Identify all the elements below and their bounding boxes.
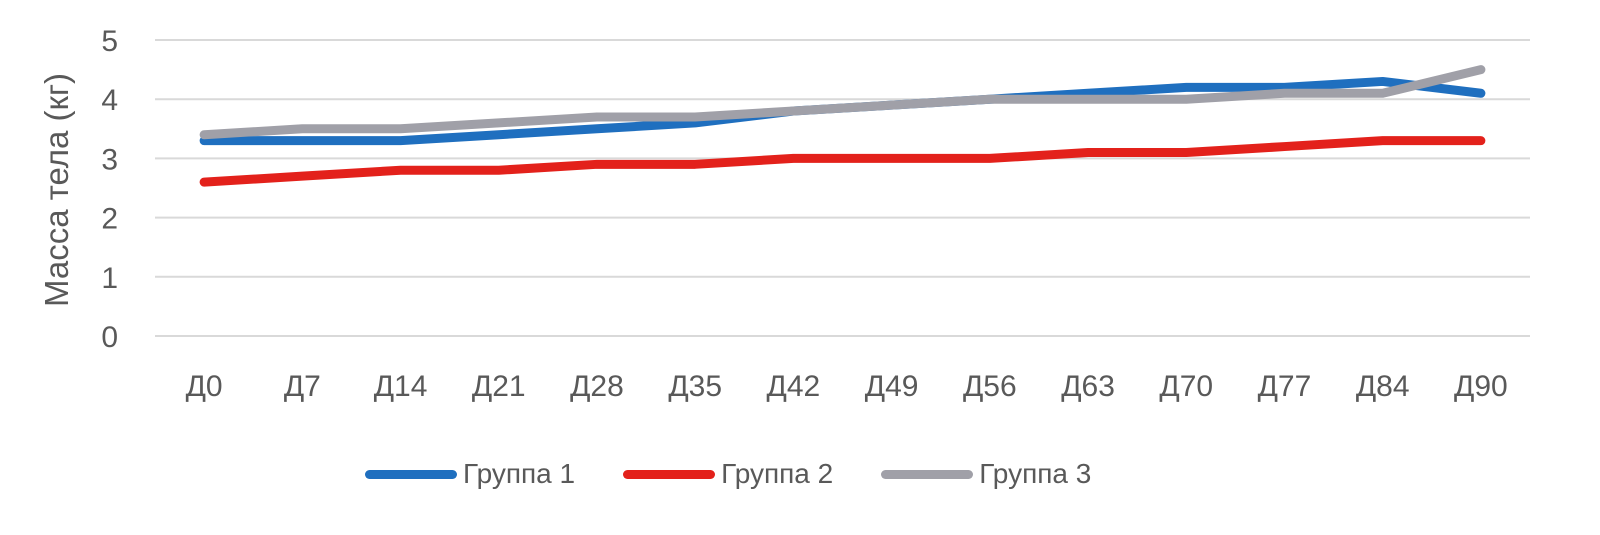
y-tick-label: 4 xyxy=(101,84,118,117)
x-tick-label: Д21 xyxy=(472,370,526,403)
gridlines xyxy=(155,39,1530,337)
y-axis-title: Масса тела (кг) xyxy=(38,73,75,307)
legend-item-group-2: Группа 2 xyxy=(623,458,833,490)
x-axis-ticks: Д0 Д7 Д14 Д21 Д28 Д35 Д42 Д49 Д56 Д63 Д70 Д77 Д84 Д90 xyxy=(186,370,1508,403)
x-tick-label: Д7 xyxy=(284,370,321,403)
series-line-group-2 xyxy=(199,136,1486,187)
x-tick-label: Д90 xyxy=(1454,370,1508,403)
legend-line-icon xyxy=(365,469,457,479)
legend: Группа 1 Группа 2 Группа 3 xyxy=(365,458,1091,490)
series-line-group-3 xyxy=(199,65,1486,140)
legend-line-icon xyxy=(623,469,716,479)
x-tick-label: Д49 xyxy=(865,370,919,403)
y-axis-ticks: 0 1 2 3 4 5 xyxy=(101,25,118,354)
y-tick-label: 1 xyxy=(101,262,118,295)
x-tick-label: Д63 xyxy=(1061,370,1115,403)
x-tick-label: Д42 xyxy=(767,370,821,403)
x-tick-label: Д70 xyxy=(1159,370,1213,403)
x-tick-label: Д28 xyxy=(570,370,624,403)
legend-line-icon xyxy=(881,469,974,479)
x-tick-label: Д56 xyxy=(963,370,1017,403)
x-tick-label: Д77 xyxy=(1258,370,1312,403)
x-tick-label: Д35 xyxy=(668,370,722,403)
x-tick-label: Д84 xyxy=(1356,370,1410,403)
y-tick-label: 5 xyxy=(101,25,118,58)
y-tick-label: 2 xyxy=(101,203,118,236)
legend-label: Группа 2 xyxy=(721,458,834,489)
legend-item-group-3: Группа 3 xyxy=(881,458,1091,490)
legend-label: Группа 1 xyxy=(463,458,576,489)
legend-item-group-1: Группа 1 xyxy=(365,458,575,490)
x-tick-label: Д0 xyxy=(186,370,223,403)
y-tick-label: 0 xyxy=(101,321,118,354)
y-tick-label: 3 xyxy=(101,143,118,176)
x-tick-label: Д14 xyxy=(374,370,428,403)
legend-label: Группа 3 xyxy=(979,458,1092,489)
series-lines xyxy=(199,65,1486,187)
